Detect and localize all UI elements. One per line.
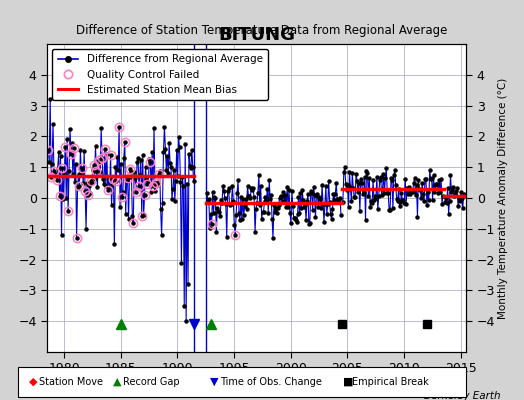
Text: ▲: ▲ [113,377,121,386]
Text: ■: ■ [343,377,354,386]
Legend: Difference from Regional Average, Quality Control Failed, Estimated Station Mean: Difference from Regional Average, Qualit… [52,49,268,100]
Text: Record Gap: Record Gap [123,377,180,386]
Text: Empirical Break: Empirical Break [352,377,429,386]
Y-axis label: Monthly Temperature Anomaly Difference (°C): Monthly Temperature Anomaly Difference (… [498,77,508,319]
Text: Station Move: Station Move [39,377,103,386]
Title: BITUNG: BITUNG [219,26,295,44]
Text: ◆: ◆ [29,377,37,386]
Text: Berkeley Earth: Berkeley Earth [424,391,500,400]
Text: Difference of Station Temperature Data from Regional Average: Difference of Station Temperature Data f… [77,24,447,37]
Text: ▼: ▼ [210,377,218,386]
Text: Time of Obs. Change: Time of Obs. Change [220,377,322,386]
